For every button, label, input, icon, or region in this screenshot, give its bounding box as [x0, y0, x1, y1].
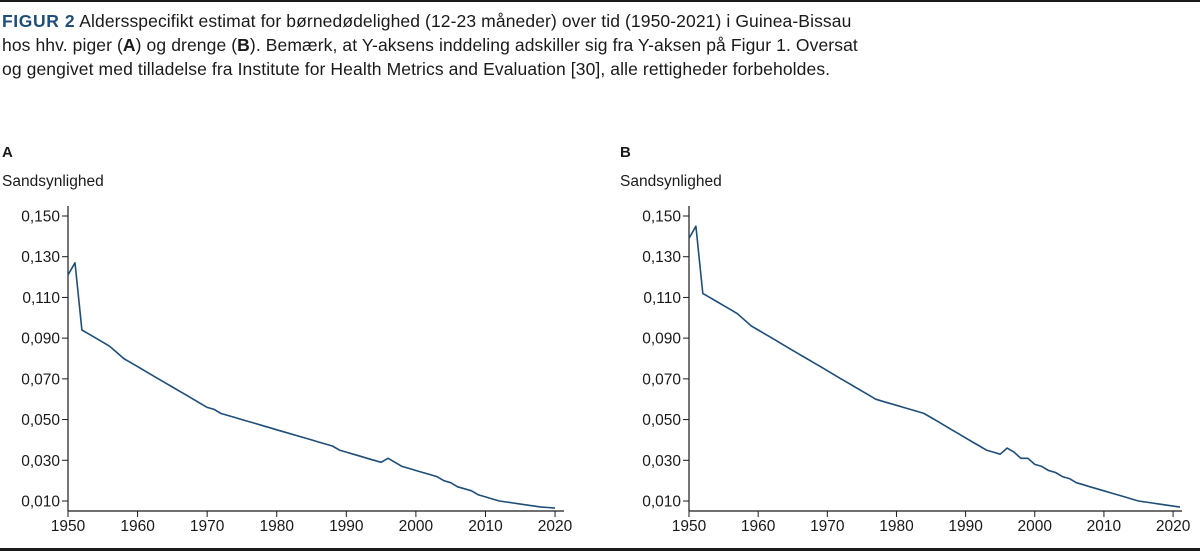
panel-a-xtick-label: 1950 [51, 518, 86, 535]
panel-b-ytick-label: 0,150 [642, 209, 681, 226]
bottom-rule [0, 548, 1200, 551]
panel-b-ytick-label: 0,010 [642, 494, 681, 511]
panel-a-xtick-label: 1960 [120, 518, 155, 535]
panel-b-ytick-label: 0,050 [642, 412, 681, 429]
panel-b-ytick-label: 0,090 [642, 331, 681, 348]
panel-b-xtick-label: 1950 [672, 518, 707, 535]
panel-a-ytick-label: 0,070 [21, 371, 60, 388]
panel-a-ytick-label: 0,090 [21, 331, 60, 348]
panel-b-xtick-label: 1990 [948, 518, 983, 535]
panel-a-ylabel: Sandsynlighed [2, 173, 104, 190]
caption-text-3: ). Bemærk, at Y-aksens inddeling adskill… [2, 35, 858, 79]
panel-a-ytick-label: 0,010 [21, 494, 60, 511]
panel-b-ylabel: Sandsynlighed [620, 173, 722, 190]
panel-a-xtick-label: 2000 [399, 518, 434, 535]
panel-a-xtick-label: 1980 [259, 518, 294, 535]
panel-a-series-line [67, 262, 556, 509]
panel-b-ytick-label: 0,110 [643, 290, 681, 307]
panel-b-label: B [620, 144, 631, 161]
panel-b-xtick-label: 1980 [879, 518, 914, 535]
panel-a-xtick-label: 2020 [538, 518, 573, 535]
charts-svg: A Sandsynlighed 0,150 0,130 0,110 0,090 0,070 0… [2, 144, 1191, 535]
figure-label: FIGUR 2 [2, 11, 76, 31]
panel-b-series-line [688, 225, 1181, 508]
panel-a-ytick-label: 0,030 [21, 453, 60, 470]
figure-caption: FIGUR 2 Aldersspecifikt estimat for børn… [2, 9, 862, 81]
panel-b-xtick-label: 2000 [1018, 518, 1053, 535]
caption-bold-a: A [122, 35, 136, 55]
panel-b-ytick-label: 0,030 [642, 453, 681, 470]
panel-a-ytick-label: 0,130 [21, 249, 60, 266]
panel-a-ytick-label: 0,110 [22, 290, 60, 307]
panel-a-xtick-label: 1990 [329, 518, 364, 535]
panel-b-xtick-label: 1960 [741, 518, 776, 535]
panel-a-ytick-label: 0,050 [21, 412, 60, 429]
panel-a-xtick-label: 1970 [190, 518, 225, 535]
panel-b-xtick-label: 1970 [810, 518, 845, 535]
panel-a-label: A [2, 144, 13, 161]
panel-b-xtick-label: 2020 [1156, 518, 1191, 535]
top-rule [0, 0, 1200, 2]
panel-b-ytick-label: 0,070 [642, 371, 681, 388]
panel-a-xtick-label: 2010 [468, 518, 503, 535]
caption-bold-b: B [237, 35, 250, 55]
caption-text-2: ) og drenge ( [135, 35, 238, 55]
caption-text-1: Aldersspecifikt estimat for børnedødelig… [2, 11, 852, 55]
panel-a-ytick-label: 0,150 [21, 209, 60, 226]
panel-b-xtick-label: 2010 [1087, 518, 1122, 535]
panel-b-ytick-label: 0,130 [642, 249, 681, 266]
